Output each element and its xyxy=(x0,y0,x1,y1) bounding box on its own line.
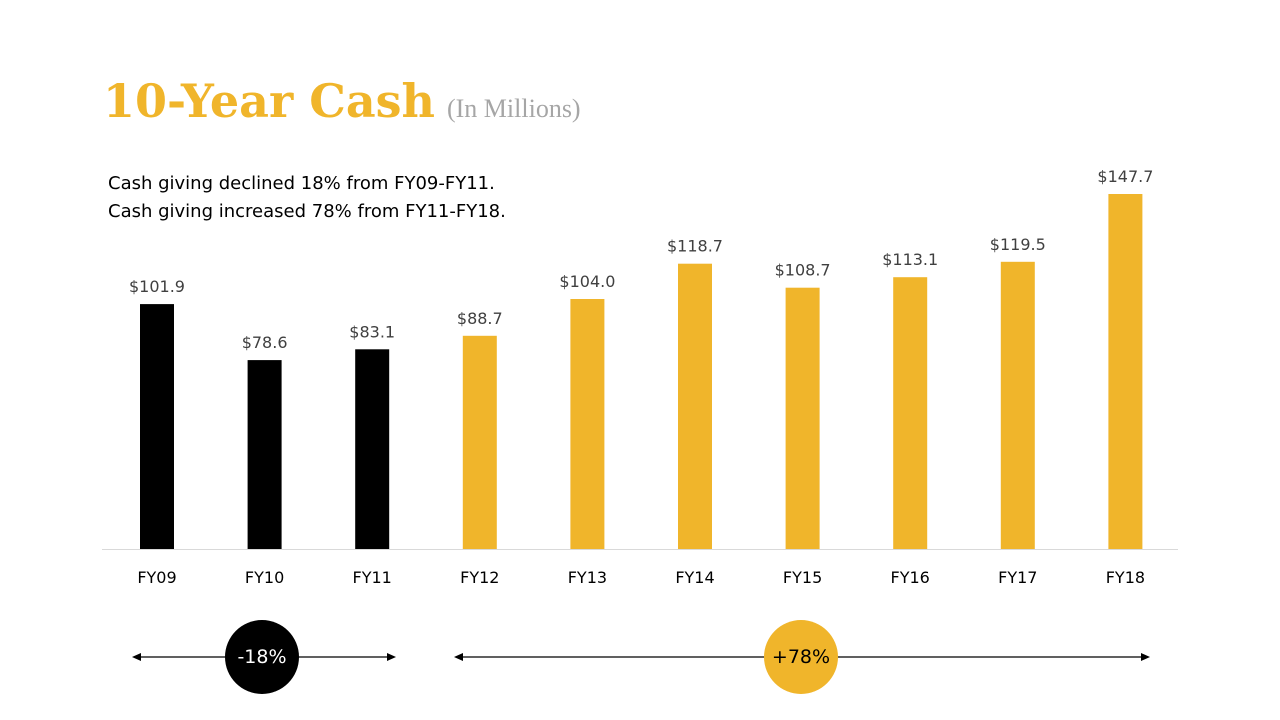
value-label-fy09: $101.9 xyxy=(129,277,185,296)
bar-fy10 xyxy=(247,360,282,549)
note-increase: Cash giving increased 78% from FY11-FY18… xyxy=(108,201,506,222)
bar-fy12 xyxy=(462,335,497,549)
category-labels-group: FY09 FY10 FY11 FY12 FY13 FY14 FY15 FY16 FY17 FY18 xyxy=(137,568,1145,587)
bar-fy11 xyxy=(355,349,390,549)
bar-fy18 xyxy=(1108,194,1143,549)
bar-fy09 xyxy=(140,304,174,549)
bar-fy16 xyxy=(893,277,928,549)
value-label-fy12: $88.7 xyxy=(457,309,503,328)
category-label-fy14: FY14 xyxy=(675,568,714,587)
growth-percent-badge: +78% xyxy=(764,620,838,694)
value-label-fy17: $119.5 xyxy=(990,235,1046,254)
value-label-fy11: $83.1 xyxy=(349,322,395,341)
value-label-fy13: $104.0 xyxy=(559,272,615,291)
category-label-fy18: FY18 xyxy=(1106,568,1145,587)
category-label-fy10: FY10 xyxy=(245,568,284,587)
summary-notes: Cash giving declined 18% from FY09-FY11.… xyxy=(108,170,506,226)
value-label-fy15: $108.7 xyxy=(775,261,831,280)
category-label-fy17: FY17 xyxy=(998,568,1037,587)
title-subtitle: (In Millions) xyxy=(446,94,581,123)
bar-fy13 xyxy=(570,299,605,549)
decline-percent-badge: -18% xyxy=(225,620,299,694)
title-main: 10-Year Cash xyxy=(103,74,435,128)
value-label-fy16: $113.1 xyxy=(882,250,938,269)
category-label-fy13: FY13 xyxy=(568,568,607,587)
bars-group xyxy=(140,194,1143,549)
category-label-fy16: FY16 xyxy=(891,568,930,587)
bar-fy15 xyxy=(785,287,820,549)
category-label-fy12: FY12 xyxy=(460,568,499,587)
value-label-fy18: $147.7 xyxy=(1097,167,1153,186)
category-label-fy09: FY09 xyxy=(137,568,176,587)
note-decline: Cash giving declined 18% from FY09-FY11. xyxy=(108,173,495,194)
slide-title: 10-Year Cash (In Millions) xyxy=(103,74,581,128)
bar-fy14 xyxy=(678,263,712,549)
category-label-fy15: FY15 xyxy=(783,568,822,587)
category-label-fy11: FY11 xyxy=(353,568,392,587)
value-label-fy14: $118.7 xyxy=(667,237,723,256)
value-label-fy10: $78.6 xyxy=(242,333,288,352)
bar-fy17 xyxy=(1000,261,1035,549)
value-labels-group: $101.9 $78.6 $83.1 $88.7 $104.0 $118.7 $108.7 $… xyxy=(129,167,1153,352)
